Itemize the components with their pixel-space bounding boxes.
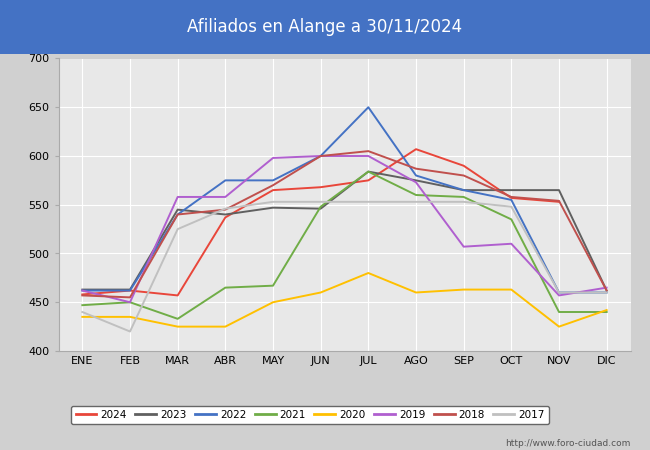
Text: Afiliados en Alange a 30/11/2024: Afiliados en Alange a 30/11/2024 [187, 18, 463, 36]
Text: http://www.foro-ciudad.com: http://www.foro-ciudad.com [505, 439, 630, 448]
Legend: 2024, 2023, 2022, 2021, 2020, 2019, 2018, 2017: 2024, 2023, 2022, 2021, 2020, 2019, 2018… [72, 406, 549, 424]
